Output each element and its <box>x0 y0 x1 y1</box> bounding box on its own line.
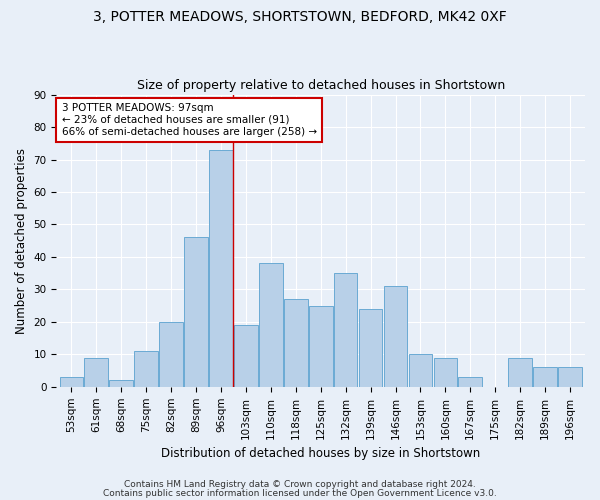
Bar <box>409 354 432 387</box>
Bar <box>259 264 283 387</box>
Text: 3 POTTER MEADOWS: 97sqm
← 23% of detached houses are smaller (91)
66% of semi-de: 3 POTTER MEADOWS: 97sqm ← 23% of detache… <box>62 104 317 136</box>
Bar <box>458 377 482 387</box>
Text: Contains HM Land Registry data © Crown copyright and database right 2024.: Contains HM Land Registry data © Crown c… <box>124 480 476 489</box>
Bar <box>234 325 258 387</box>
Y-axis label: Number of detached properties: Number of detached properties <box>15 148 28 334</box>
Bar <box>309 306 332 387</box>
Title: Size of property relative to detached houses in Shortstown: Size of property relative to detached ho… <box>137 79 505 92</box>
Bar <box>109 380 133 387</box>
Bar <box>359 309 382 387</box>
Bar <box>159 322 183 387</box>
Bar <box>85 358 108 387</box>
Bar <box>134 351 158 387</box>
Bar <box>434 358 457 387</box>
Text: Contains public sector information licensed under the Open Government Licence v3: Contains public sector information licen… <box>103 488 497 498</box>
Bar <box>558 368 582 387</box>
Bar <box>209 150 233 387</box>
X-axis label: Distribution of detached houses by size in Shortstown: Distribution of detached houses by size … <box>161 447 481 460</box>
Bar <box>284 299 308 387</box>
Bar <box>508 358 532 387</box>
Bar <box>533 368 557 387</box>
Bar <box>334 273 358 387</box>
Bar <box>383 286 407 387</box>
Text: 3, POTTER MEADOWS, SHORTSTOWN, BEDFORD, MK42 0XF: 3, POTTER MEADOWS, SHORTSTOWN, BEDFORD, … <box>93 10 507 24</box>
Bar <box>59 377 83 387</box>
Bar <box>184 238 208 387</box>
